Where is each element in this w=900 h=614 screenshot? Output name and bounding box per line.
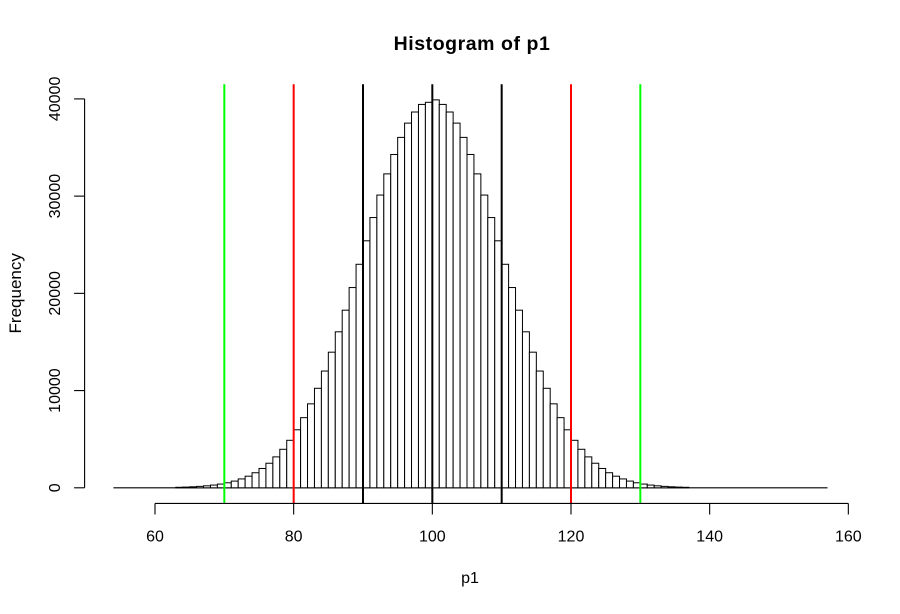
svg-text:20000: 20000 <box>47 271 64 316</box>
svg-text:40000: 40000 <box>47 77 64 122</box>
svg-text:10000: 10000 <box>47 368 64 413</box>
svg-text:160: 160 <box>835 529 862 546</box>
svg-text:Histogram of p1: Histogram of p1 <box>394 33 551 55</box>
svg-text:120: 120 <box>558 529 585 546</box>
svg-text:p1: p1 <box>461 570 479 587</box>
svg-text:100: 100 <box>419 529 446 546</box>
svg-text:0: 0 <box>47 483 64 492</box>
svg-text:80: 80 <box>285 529 303 546</box>
svg-text:60: 60 <box>146 529 164 546</box>
svg-text:30000: 30000 <box>47 174 64 219</box>
svg-text:Frequency: Frequency <box>6 253 25 334</box>
svg-text:140: 140 <box>696 529 723 546</box>
